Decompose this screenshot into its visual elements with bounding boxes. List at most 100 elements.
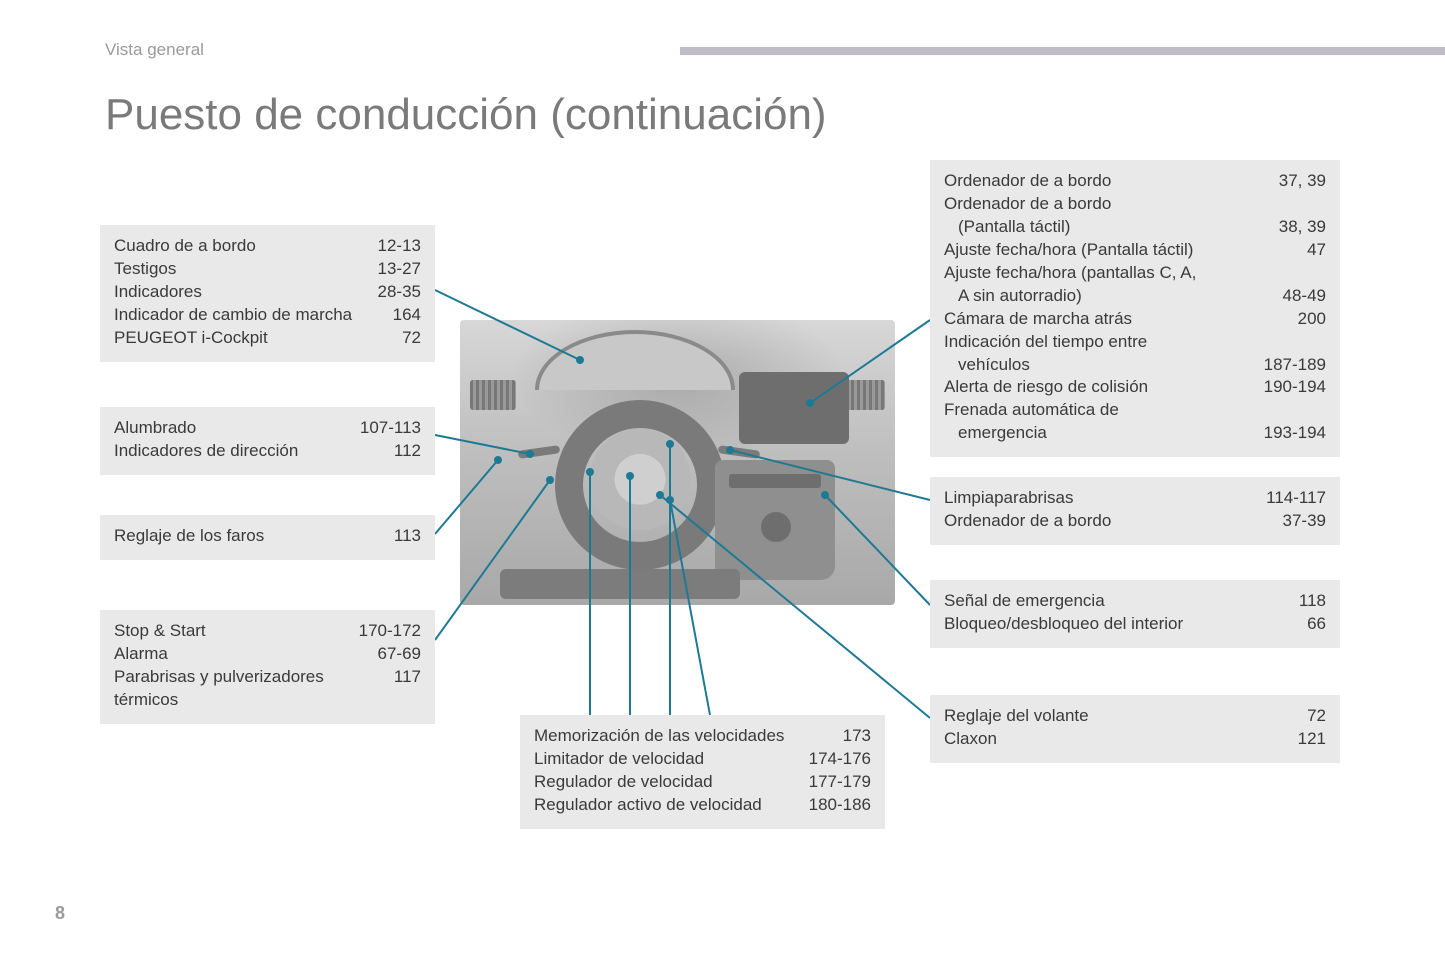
index-label: PEUGEOT i-Cockpit — [114, 327, 402, 350]
info-box-left1: Cuadro de a bordo12-13Testigos13-27Indic… — [100, 225, 435, 362]
index-row: Claxon121 — [944, 728, 1326, 751]
index-pages: 118 — [1299, 590, 1326, 613]
page-number: 8 — [55, 903, 65, 924]
index-pages: 173 — [843, 725, 871, 748]
index-pages: 190-194 — [1264, 376, 1326, 399]
index-pages: 37, 39 — [1279, 170, 1326, 193]
index-pages: 180-186 — [809, 794, 871, 817]
callout-dot — [656, 491, 664, 499]
index-row: emergencia193-194 — [944, 422, 1326, 445]
dashboard-illustration — [460, 320, 895, 605]
index-row: Ajuste fecha/hora (Pantalla táctil)47 — [944, 239, 1326, 262]
index-label: Stop & Start — [114, 620, 359, 643]
index-label: Indicador de cambio de marcha — [114, 304, 393, 327]
index-label: vehículos — [944, 354, 1264, 377]
callout-dot — [806, 399, 814, 407]
index-row: Indicadores28-35 — [114, 281, 421, 304]
index-label: Parabrisas y pulverizadores térmicos — [114, 666, 394, 712]
index-row: Regulador de velocidad177-179 — [534, 771, 871, 794]
index-pages: 28-35 — [378, 281, 421, 304]
index-row: Ordenador de a bordo — [944, 193, 1326, 216]
index-pages: 114-117 — [1266, 487, 1326, 510]
index-label: Cuadro de a bordo — [114, 235, 378, 258]
info-box-right2: Limpiaparabrisas114-117Ordenador de a bo… — [930, 477, 1340, 545]
page-title: Puesto de conducción (continuación) — [105, 90, 827, 140]
callout-dot — [546, 476, 554, 484]
index-pages: 200 — [1298, 308, 1326, 331]
callout-dot — [626, 472, 634, 480]
index-row: Parabrisas y pulverizadores térmicos117 — [114, 666, 421, 712]
index-row: PEUGEOT i-Cockpit72 — [114, 327, 421, 350]
index-row: Limpiaparabrisas114-117 — [944, 487, 1326, 510]
index-row: vehículos187-189 — [944, 354, 1326, 377]
index-row: Bloqueo/desbloqueo del interior66 — [944, 613, 1326, 636]
index-label: Ordenador de a bordo — [944, 193, 1326, 216]
callout-dot — [576, 356, 584, 364]
index-row: Alumbrado107-113 — [114, 417, 421, 440]
info-box-left4: Stop & Start170-172Alarma67-69Parabrisas… — [100, 610, 435, 724]
index-row: Alerta de riesgo de colisión190-194 — [944, 376, 1326, 399]
index-label: Bloqueo/desbloqueo del interior — [944, 613, 1307, 636]
index-label: Ordenador de a bordo — [944, 510, 1283, 533]
index-row: Ordenador de a bordo37, 39 — [944, 170, 1326, 193]
index-label: Memorización de las velocidades — [534, 725, 843, 748]
index-pages: 67-69 — [378, 643, 421, 666]
index-label: Regulador de velocidad — [534, 771, 809, 794]
index-pages: 121 — [1298, 728, 1326, 751]
index-pages: 72 — [402, 327, 421, 350]
index-row: Reglaje del volante72 — [944, 705, 1326, 728]
index-row: (Pantalla táctil)38, 39 — [944, 216, 1326, 239]
info-box-right3: Señal de emergencia118Bloqueo/desbloqueo… — [930, 580, 1340, 648]
index-pages: 113 — [394, 525, 421, 548]
index-row: Indicación del tiempo entre — [944, 331, 1326, 354]
callout-dot — [666, 440, 674, 448]
index-label: Reglaje del volante — [944, 705, 1307, 728]
info-box-left2: Alumbrado107-113Indicadores de dirección… — [100, 407, 435, 475]
index-row: Cuadro de a bordo12-13 — [114, 235, 421, 258]
index-row: Limitador de velocidad174-176 — [534, 748, 871, 771]
index-row: Memorización de las velocidades173 — [534, 725, 871, 748]
index-pages: 174-176 — [809, 748, 871, 771]
index-row: Ordenador de a bordo37-39 — [944, 510, 1326, 533]
index-label: Alerta de riesgo de colisión — [944, 376, 1264, 399]
index-label: Limitador de velocidad — [534, 748, 809, 771]
index-row: Cámara de marcha atrás200 — [944, 308, 1326, 331]
header-rule — [680, 47, 1445, 55]
index-pages: 170-172 — [359, 620, 421, 643]
index-row: Testigos13-27 — [114, 258, 421, 281]
index-pages: 193-194 — [1264, 422, 1326, 445]
index-row: Ajuste fecha/hora (pantallas C, A, — [944, 262, 1326, 285]
info-box-left3: Reglaje de los faros113 — [100, 515, 435, 560]
index-pages: 12-13 — [378, 235, 421, 258]
index-pages: 164 — [393, 304, 421, 327]
index-row: Señal de emergencia118 — [944, 590, 1326, 613]
index-label: Ajuste fecha/hora (Pantalla táctil) — [944, 239, 1307, 262]
index-pages: 187-189 — [1264, 354, 1326, 377]
index-pages: 107-113 — [360, 417, 421, 440]
index-pages: 38, 39 — [1279, 216, 1326, 239]
callout-dot — [726, 446, 734, 454]
index-label: emergencia — [944, 422, 1264, 445]
index-pages: 117 — [394, 666, 421, 689]
index-label: Cámara de marcha atrás — [944, 308, 1298, 331]
index-label: Ordenador de a bordo — [944, 170, 1279, 193]
index-label: A sin autorradio) — [944, 285, 1283, 308]
index-pages: 13-27 — [378, 258, 421, 281]
index-label: Regulador activo de velocidad — [534, 794, 809, 817]
index-label: Alumbrado — [114, 417, 360, 440]
index-label: Limpiaparabrisas — [944, 487, 1266, 510]
index-label: (Pantalla táctil) — [944, 216, 1279, 239]
index-label: Indicadores de dirección — [114, 440, 394, 463]
index-row: Reglaje de los faros113 — [114, 525, 421, 548]
index-pages: 66 — [1307, 613, 1326, 636]
index-row: Alarma67-69 — [114, 643, 421, 666]
callout-dot — [586, 468, 594, 476]
index-pages: 37-39 — [1283, 510, 1326, 533]
index-label: Indicadores — [114, 281, 378, 304]
info-box-right4: Reglaje del volante72Claxon121 — [930, 695, 1340, 763]
index-pages: 48-49 — [1283, 285, 1326, 308]
index-label: Alarma — [114, 643, 378, 666]
callout-dot — [666, 496, 674, 504]
index-label: Señal de emergencia — [944, 590, 1299, 613]
index-label: Ajuste fecha/hora (pantallas C, A, — [944, 262, 1326, 285]
